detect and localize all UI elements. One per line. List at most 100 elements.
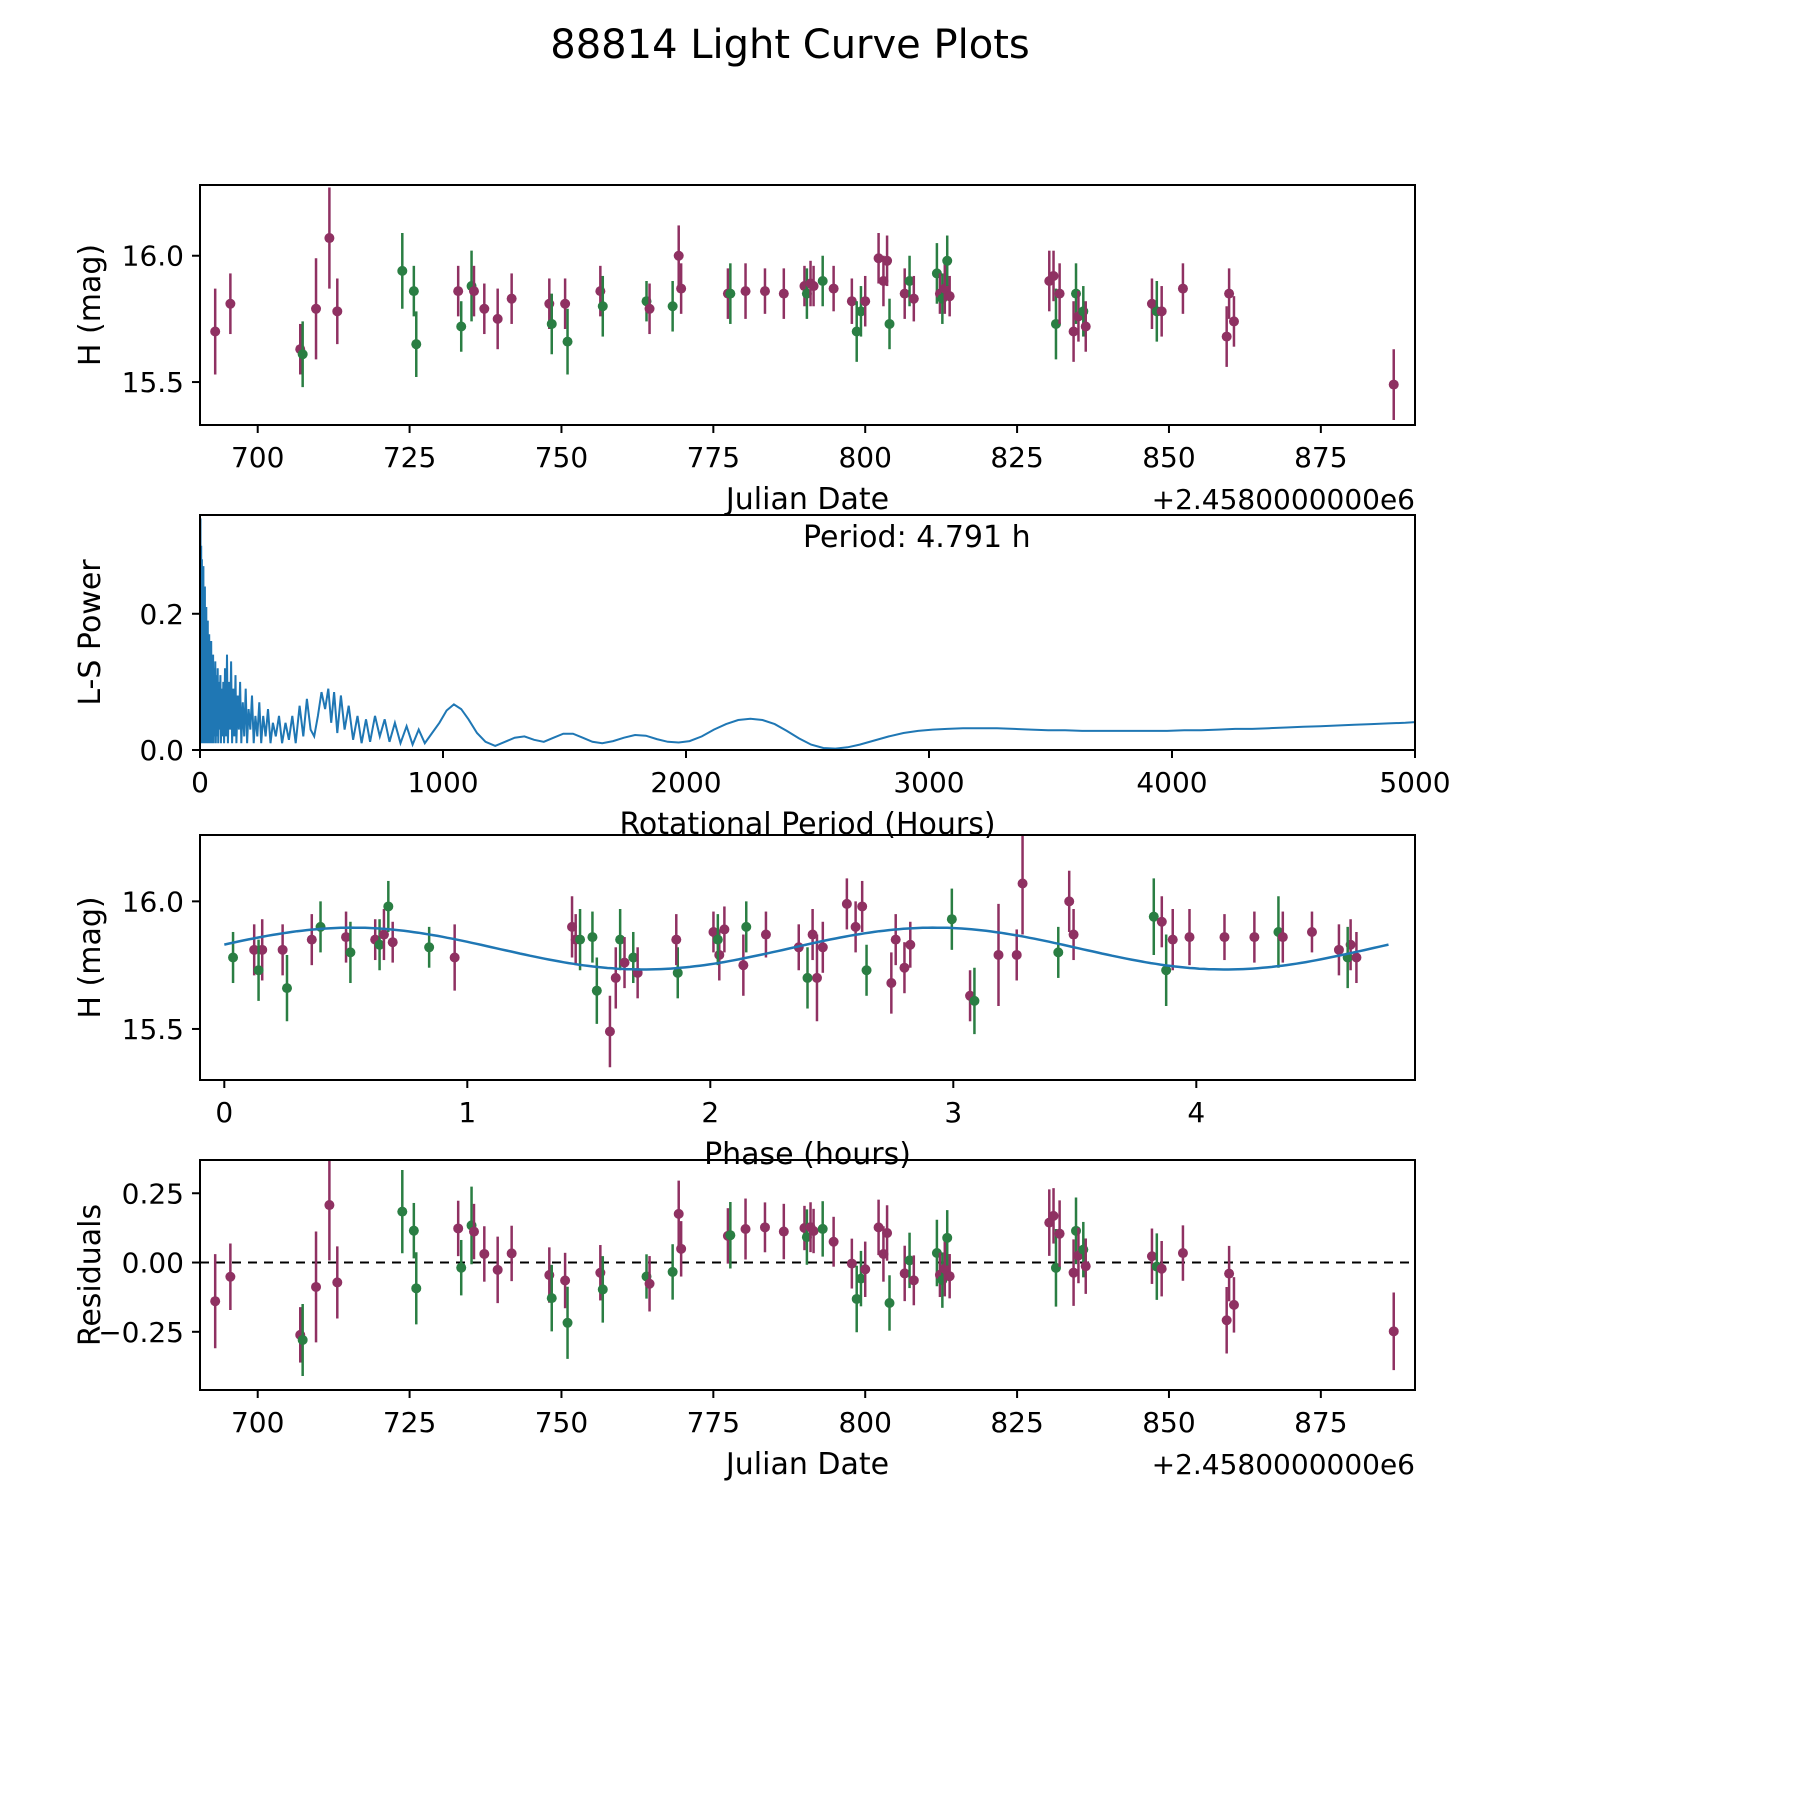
data-point <box>738 960 749 971</box>
data-point <box>210 326 221 337</box>
data-point <box>1167 934 1178 945</box>
x-tick-label: 0 <box>215 1096 233 1129</box>
residuals-data <box>200 1160 1415 1376</box>
data-point <box>1068 929 1079 940</box>
data-point <box>904 1255 915 1266</box>
data-point <box>1054 1228 1065 1239</box>
data-point <box>969 995 980 1006</box>
data-point <box>1048 1210 1059 1221</box>
data-point <box>1146 298 1157 309</box>
data-point <box>1333 944 1344 955</box>
data-point <box>449 952 460 963</box>
x-tick-label: 825 <box>990 1406 1043 1439</box>
data-point <box>1249 932 1260 943</box>
y-tick-label: −0.25 <box>98 1316 184 1349</box>
data-point <box>332 1277 343 1288</box>
y-tick-label: 0.00 <box>122 1247 184 1280</box>
data-point <box>1306 926 1317 937</box>
data-point <box>740 1224 751 1235</box>
data-point <box>456 321 467 332</box>
data-point <box>673 250 684 261</box>
data-point <box>1054 288 1065 299</box>
data-point <box>408 286 419 297</box>
data-point <box>908 1275 919 1286</box>
x-tick-label: 825 <box>990 441 1043 474</box>
x-tick-label: 775 <box>687 1406 740 1439</box>
data-point <box>1228 316 1239 327</box>
data-point <box>297 349 308 360</box>
data-point <box>1228 1299 1239 1310</box>
y-tick-label: 15.5 <box>122 1013 184 1046</box>
data-point <box>890 934 901 945</box>
data-point <box>993 949 1004 960</box>
data-point <box>468 1226 479 1237</box>
data-point <box>1388 1326 1399 1337</box>
data-point <box>671 934 682 945</box>
x-tick-label: 725 <box>383 1406 436 1439</box>
data-point <box>944 291 955 302</box>
data-point <box>808 281 819 292</box>
data-point <box>851 1293 862 1304</box>
data-point <box>672 967 683 978</box>
lightcurve-panel: 700 725 750 775 800 825 850 875 15.5 16.0 Julian D… <box>73 184 1416 517</box>
figure-title: 88814 Light Curve Plots <box>550 22 1030 68</box>
data-point <box>506 293 517 304</box>
data-point <box>873 1222 884 1233</box>
data-point <box>1011 949 1022 960</box>
data-point <box>905 939 916 950</box>
data-point <box>708 926 719 937</box>
data-point <box>778 1226 789 1237</box>
data-point <box>884 318 895 329</box>
data-point <box>861 965 872 976</box>
data-point <box>492 313 503 324</box>
x-axis-label: Rotational Period (Hours) <box>619 807 995 842</box>
data-point <box>860 1264 871 1275</box>
data-point <box>560 298 571 309</box>
data-point <box>908 293 919 304</box>
data-point <box>1146 1251 1157 1262</box>
data-point <box>857 901 868 912</box>
period-annotation: Period: 4.791 h <box>803 520 1031 555</box>
y-axis-label: Residuals <box>73 1204 108 1346</box>
phased-data <box>224 835 1389 1068</box>
data-point <box>673 1208 684 1219</box>
x-tick-label: 850 <box>1142 441 1195 474</box>
data-point <box>306 934 317 945</box>
data-point <box>1156 916 1167 927</box>
data-point <box>1184 932 1195 943</box>
data-point <box>1080 321 1091 332</box>
data-point <box>1177 1248 1188 1259</box>
data-point <box>225 1271 236 1282</box>
axes-spines <box>199 184 1416 426</box>
data-point <box>610 972 621 983</box>
data-point <box>855 1273 866 1284</box>
data-point <box>1080 1261 1091 1272</box>
data-point <box>332 306 343 317</box>
data-point <box>808 1226 819 1237</box>
data-point <box>591 985 602 996</box>
data-point <box>567 921 578 932</box>
x-tick-label: 725 <box>383 441 436 474</box>
phased-panel: 0 1 2 3 4 15.5 16.0 Phase (hours) H (mag) <box>73 834 1416 1172</box>
data-point <box>411 339 422 350</box>
data-point <box>468 286 479 297</box>
data-point <box>850 921 861 932</box>
x-tick-label: 1 <box>458 1096 476 1129</box>
data-point <box>817 276 828 286</box>
data-point <box>311 303 322 314</box>
periodogram-panel: 0 1000 2000 3000 4000 5000 0.0 0.2 Rotational Pe… <box>73 514 1451 842</box>
data-point <box>1017 878 1028 889</box>
data-point <box>1224 288 1235 299</box>
data-point <box>1064 896 1075 907</box>
x-tick-label: 3000 <box>893 766 964 799</box>
data-point <box>882 1227 893 1238</box>
data-point <box>374 939 385 950</box>
data-point <box>281 983 292 994</box>
data-point <box>311 1281 322 1292</box>
data-point <box>851 326 862 337</box>
data-point <box>1068 1267 1079 1278</box>
data-point <box>575 934 586 945</box>
x-tick-label: 5000 <box>1379 766 1450 799</box>
data-point <box>944 1271 955 1282</box>
